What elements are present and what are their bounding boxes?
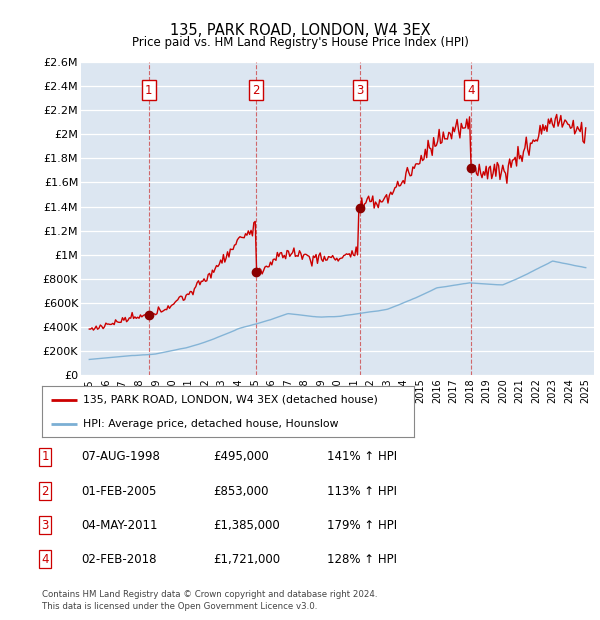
Text: 4: 4 — [41, 553, 49, 565]
Text: £495,000: £495,000 — [213, 451, 269, 463]
Text: 135, PARK ROAD, LONDON, W4 3EX (detached house): 135, PARK ROAD, LONDON, W4 3EX (detached… — [83, 395, 378, 405]
Text: 07-AUG-1998: 07-AUG-1998 — [81, 451, 160, 463]
Text: HPI: Average price, detached house, Hounslow: HPI: Average price, detached house, Houn… — [83, 419, 338, 430]
Text: 04-MAY-2011: 04-MAY-2011 — [81, 519, 157, 531]
Text: Contains HM Land Registry data © Crown copyright and database right 2024.
This d: Contains HM Land Registry data © Crown c… — [42, 590, 377, 611]
Text: 3: 3 — [41, 519, 49, 531]
Text: 141% ↑ HPI: 141% ↑ HPI — [327, 451, 397, 463]
Text: Price paid vs. HM Land Registry's House Price Index (HPI): Price paid vs. HM Land Registry's House … — [131, 36, 469, 49]
Text: 113% ↑ HPI: 113% ↑ HPI — [327, 485, 397, 497]
Text: 179% ↑ HPI: 179% ↑ HPI — [327, 519, 397, 531]
Text: 02-FEB-2018: 02-FEB-2018 — [81, 553, 157, 565]
Text: 135, PARK ROAD, LONDON, W4 3EX: 135, PARK ROAD, LONDON, W4 3EX — [170, 23, 430, 38]
Text: 2: 2 — [41, 485, 49, 497]
Text: 2: 2 — [253, 84, 260, 97]
Text: £853,000: £853,000 — [213, 485, 269, 497]
Text: £1,385,000: £1,385,000 — [213, 519, 280, 531]
Text: 1: 1 — [145, 84, 152, 97]
Text: 128% ↑ HPI: 128% ↑ HPI — [327, 553, 397, 565]
Text: £1,721,000: £1,721,000 — [213, 553, 280, 565]
Text: 3: 3 — [356, 84, 363, 97]
Text: 1: 1 — [41, 451, 49, 463]
Text: 4: 4 — [467, 84, 475, 97]
Text: 01-FEB-2005: 01-FEB-2005 — [81, 485, 157, 497]
